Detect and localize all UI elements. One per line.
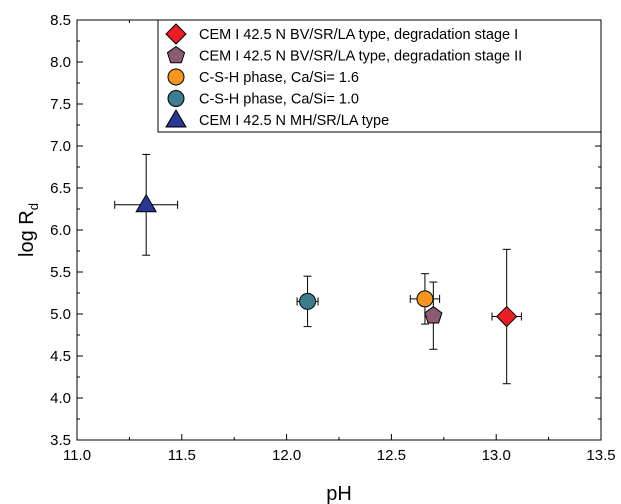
- legend-label: CEM I 42.5 N MH/SR/LA type: [199, 113, 389, 129]
- y-tick-label: 8.5: [50, 12, 71, 29]
- x-tick-label: 12.5: [377, 447, 406, 464]
- y-tick-label: 8.0: [50, 54, 71, 71]
- legend-label: C-S-H phase, Ca/Si= 1.6: [199, 70, 359, 86]
- legend: CEM I 42.5 N BV/SR/LA type, degradation …: [157, 19, 602, 133]
- legend-marker: [165, 109, 187, 128]
- data-point: [135, 193, 158, 213]
- legend-marker: [167, 68, 185, 86]
- legend-box: [157, 19, 602, 133]
- y-tick-label: 5.5: [50, 264, 71, 281]
- data-point: [416, 290, 434, 308]
- y-tick-label: 7.0: [50, 138, 71, 155]
- y-tick-label: 4.0: [50, 390, 71, 407]
- x-tick-label: 12.0: [272, 447, 301, 464]
- y-axis-title-subscript: d: [26, 203, 41, 210]
- y-tick-label: 6.5: [50, 180, 71, 197]
- data-point: [299, 292, 317, 310]
- x-tick-label: 11.0: [63, 447, 91, 464]
- y-tick-label: 3.5: [50, 432, 71, 449]
- data-markers: [135, 193, 518, 328]
- y-tick-label: 7.5: [50, 96, 71, 113]
- axis-ticks: 11.0 11.5 12.0 12.5 13.0 13.5 3.5 4.0 4.5 5.0 5.5 6…: [50, 12, 615, 464]
- legend-marker: [165, 23, 187, 45]
- y-tick-label: 4.5: [50, 348, 71, 365]
- x-tick-label: 11.5: [168, 447, 196, 464]
- y-tick-label: 6.0: [50, 222, 71, 239]
- y-tick-label: 5.0: [50, 306, 71, 323]
- x-axis-title: pH: [326, 483, 352, 504]
- error-bars: [114, 153, 522, 385]
- data-point: [424, 306, 443, 324]
- x-tick-label: 13.0: [482, 447, 511, 464]
- legend-label: C-S-H phase, Ca/Si= 1.0: [199, 92, 359, 108]
- y-axis-title: log Rd: [16, 203, 41, 257]
- legend-marker: [167, 90, 185, 107]
- legend-label: CEM I 42.5 N BV/SR/LA type, degradation …: [199, 49, 522, 65]
- data-point: [495, 305, 518, 328]
- legend-label: CEM I 42.5 N BV/SR/LA type, degradation …: [199, 27, 518, 43]
- y-axis-title-main: log R: [16, 210, 38, 257]
- legend-marker: [166, 45, 186, 64]
- x-tick-label: 13.5: [586, 447, 615, 464]
